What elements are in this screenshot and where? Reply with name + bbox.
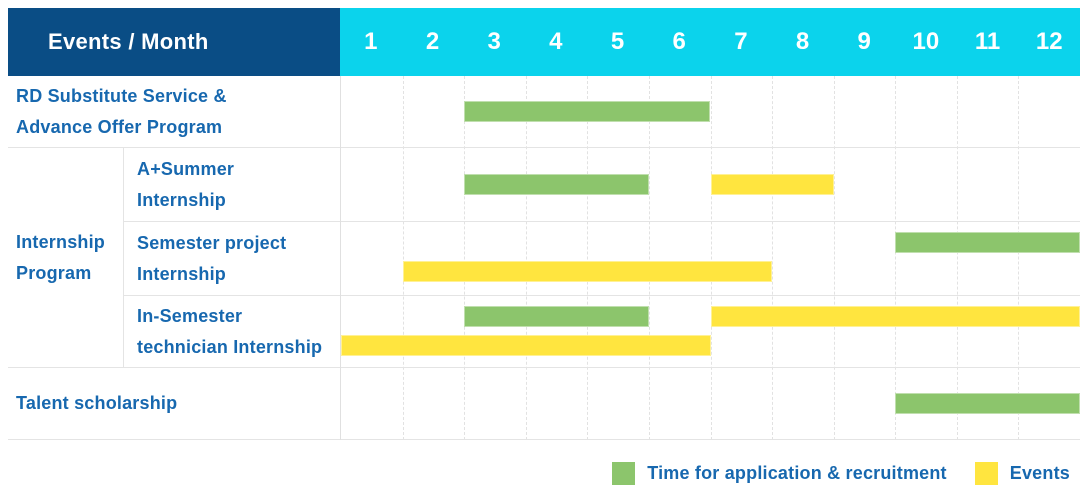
month-gridline <box>525 76 527 440</box>
row-label-line: In-Semester <box>137 305 243 326</box>
month-gridline <box>772 76 774 440</box>
gantt-bar-event <box>341 335 711 356</box>
row-label-in-semester-technician-internship: In-Semester technician Internship <box>124 296 340 368</box>
legend-item-application: Time for application & recruitment <box>612 462 947 485</box>
gantt-row <box>341 222 1080 296</box>
month-gridline <box>648 76 650 440</box>
month-gridline <box>710 76 712 440</box>
row-label-talent-scholarship: Talent scholarship <box>8 368 340 440</box>
month-label: 11 <box>974 28 1001 55</box>
row-label-semester-project-internship: Semester project Internship <box>124 222 340 296</box>
month-label: 8 <box>795 28 810 55</box>
schedule-table: Events / Month 1 2 3 4 5 6 7 8 9 10 11 12 RD Substi… <box>8 8 1080 440</box>
gantt-bar-application <box>895 393 1080 414</box>
row-label-line: Talent scholarship <box>16 393 178 413</box>
row-label-line: Internship <box>137 263 227 284</box>
row-label-line: technician Internship <box>137 336 323 357</box>
month-gridline <box>402 76 404 440</box>
gantt-bar-application <box>464 174 649 195</box>
month-header-row: 1 2 3 4 5 6 7 8 9 10 11 12 <box>340 8 1080 76</box>
group-label-line: Internship <box>16 231 106 252</box>
month-label: 5 <box>610 28 625 55</box>
month-gridline <box>464 76 466 440</box>
month-label: 2 <box>425 28 440 55</box>
chart-area <box>340 76 1080 440</box>
row-label-line: Semester project <box>137 232 287 253</box>
month-label: 1 <box>364 28 378 55</box>
month-gridline <box>956 76 958 440</box>
gantt-bar-application <box>895 232 1080 253</box>
gantt-row <box>341 148 1080 222</box>
gantt-row <box>341 76 1080 148</box>
gantt-bar-event <box>710 174 834 195</box>
green-swatch-icon <box>612 462 636 485</box>
group-label-line: Program <box>16 262 92 283</box>
gantt-bar-event <box>402 261 773 282</box>
legend-label: Events <box>1009 463 1070 483</box>
month-label: 3 <box>487 28 501 55</box>
month-gridline <box>833 76 835 440</box>
row-label-line: RD Substitute Service & <box>16 85 227 106</box>
month-label: 4 <box>549 28 563 55</box>
row-label-rd-substitute: RD Substitute Service & Advance Offer Pr… <box>8 76 340 148</box>
legend-item-events: Events <box>974 462 1070 485</box>
header-title: Events / Month <box>48 29 209 54</box>
month-gridline <box>1018 76 1020 440</box>
month-label: 6 <box>672 28 686 55</box>
row-label-line: Internship <box>137 189 227 210</box>
gantt-bar-event <box>710 306 1080 327</box>
yellow-swatch-icon <box>974 462 998 485</box>
group-label-internship-program: Internship Program <box>8 148 124 368</box>
month-gridline <box>587 76 589 440</box>
month-label: 12 <box>1035 28 1063 55</box>
month-label: 9 <box>857 28 871 55</box>
row-label-line: A+Summer <box>137 158 235 179</box>
legend: Time for application & recruitment Event… <box>612 462 1070 485</box>
row-label-a-summer-internship: A+Summer Internship <box>124 148 340 222</box>
legend-label: Time for application & recruitment <box>647 463 947 483</box>
month-label: 7 <box>734 28 748 55</box>
gantt-row <box>341 368 1080 440</box>
month-label: 10 <box>912 28 940 55</box>
events-month-header: Events / Month <box>8 8 340 76</box>
month-gridline <box>895 76 897 440</box>
gantt-bar-application <box>464 306 649 327</box>
gantt-bar-application <box>464 101 711 122</box>
gantt-row <box>341 296 1080 368</box>
row-label-line: Advance Offer Program <box>16 116 223 137</box>
